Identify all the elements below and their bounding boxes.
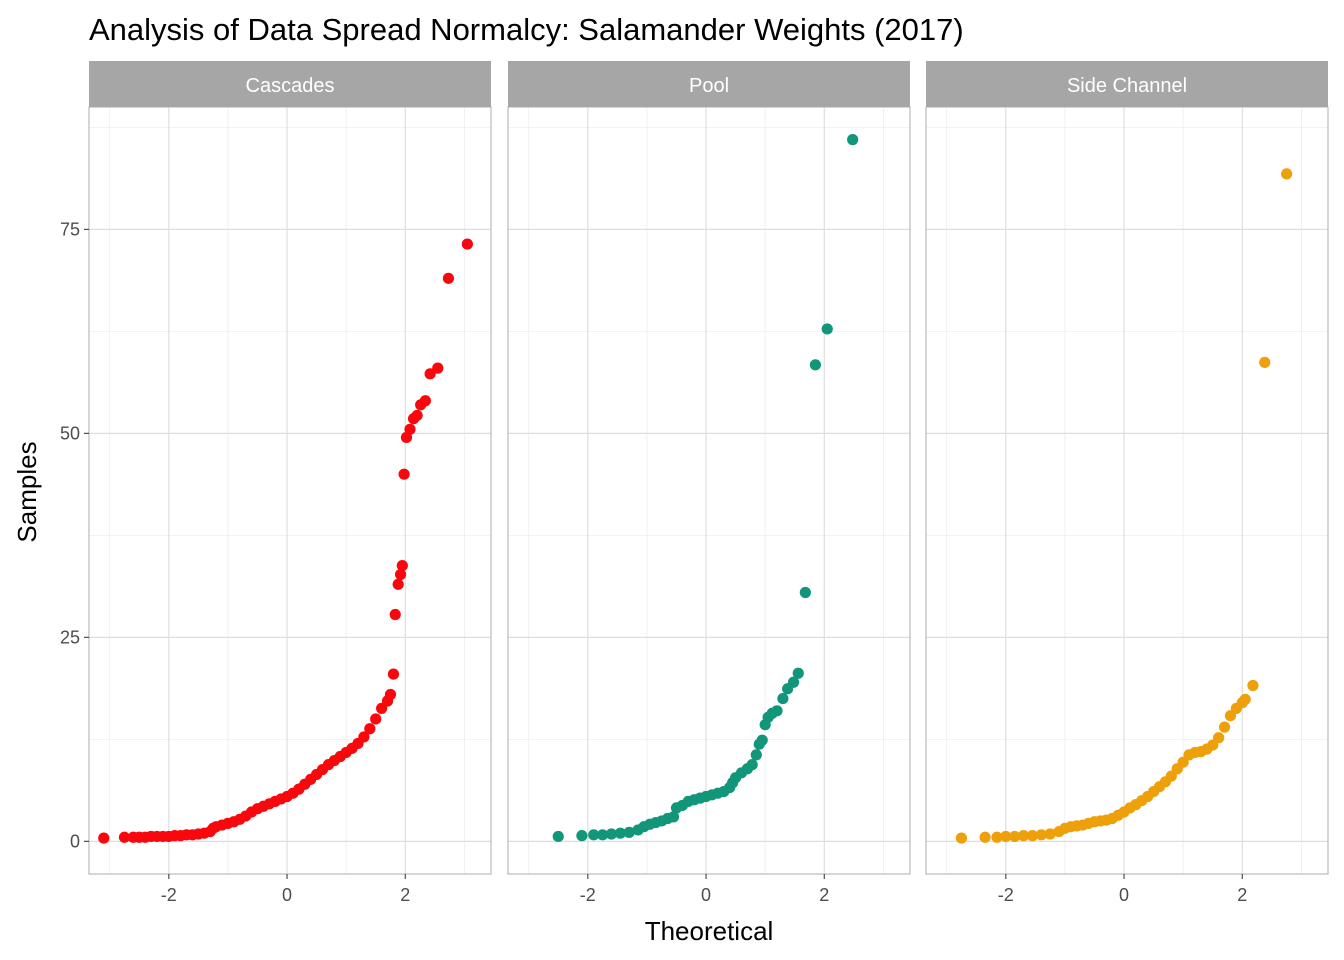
data-point — [419, 395, 431, 407]
data-point — [1239, 693, 1251, 705]
data-point — [799, 586, 811, 599]
x-tick-label: -2 — [998, 885, 1014, 905]
data-point — [1247, 679, 1259, 692]
data-point — [576, 830, 588, 842]
x-tick-label: 2 — [400, 885, 410, 905]
data-point — [847, 134, 859, 146]
y-tick-label: 0 — [70, 831, 80, 851]
facet-panels: Cascades -2 0 2 Pool -2 0 2 Side Channel -2 0 2 — [88, 61, 1329, 905]
chart-title: Analysis of Data Spread Normalcy: Salama… — [89, 12, 964, 47]
data-point — [809, 359, 822, 371]
data-point — [1259, 356, 1271, 368]
data-point — [1281, 168, 1293, 180]
data-point — [387, 668, 400, 680]
panel-cascades: Cascades -2 0 2 — [88, 61, 492, 905]
y-tick-label: 25 — [60, 627, 80, 647]
data-point — [411, 409, 423, 422]
data-point — [370, 713, 382, 725]
data-point — [746, 759, 758, 771]
data-point — [756, 734, 768, 746]
y-axis-title: Samples — [12, 441, 42, 542]
data-point — [588, 829, 600, 841]
data-point — [461, 238, 473, 250]
x-tick-label: 0 — [1119, 885, 1129, 905]
data-point — [384, 688, 397, 701]
data-point — [424, 368, 436, 380]
data-point — [432, 362, 444, 374]
y-tick-label: 75 — [60, 219, 80, 239]
data-point — [1044, 828, 1056, 840]
data-point — [358, 731, 370, 743]
data-point — [667, 811, 680, 823]
data-point — [955, 832, 968, 844]
data-point — [364, 723, 376, 735]
data-point — [777, 692, 789, 705]
data-point — [389, 608, 401, 621]
panel-side-channel: Side Channel -2 0 2 — [925, 61, 1329, 905]
y-axis: 0 25 50 75 — [60, 219, 89, 851]
data-point — [787, 676, 800, 688]
data-point — [1213, 732, 1225, 744]
facet-strip — [508, 61, 910, 107]
data-point — [821, 323, 833, 335]
data-point — [771, 705, 783, 717]
x-tick-label: 0 — [282, 885, 292, 905]
y-tick-label: 50 — [60, 423, 80, 443]
data-point — [404, 423, 416, 435]
data-point — [394, 568, 407, 581]
panel-background — [89, 107, 491, 874]
x-tick-label: 2 — [1237, 885, 1247, 905]
data-point — [596, 829, 609, 841]
data-point — [792, 667, 804, 679]
data-point — [750, 749, 762, 761]
data-point — [552, 830, 564, 843]
data-point — [991, 831, 1003, 843]
x-tick-label: 2 — [819, 885, 829, 905]
facet-strip-label: Pool — [689, 75, 729, 97]
data-point — [1218, 721, 1231, 733]
x-tick-label: 0 — [701, 885, 711, 905]
data-point — [623, 826, 635, 838]
data-point — [1026, 830, 1039, 842]
data-point — [442, 272, 455, 284]
data-point — [605, 828, 618, 840]
facet-strip-label: Cascades — [246, 75, 335, 97]
data-point — [979, 831, 991, 843]
panel-background — [508, 107, 910, 874]
x-axis-title: Theoretical — [645, 916, 774, 946]
facet-strip — [89, 61, 491, 107]
panel-pool: Pool -2 0 2 — [507, 61, 911, 905]
data-point — [398, 468, 410, 480]
facet-strip — [926, 61, 1328, 107]
x-tick-label: -2 — [580, 885, 596, 905]
x-tick-label: -2 — [161, 885, 177, 905]
data-point — [396, 559, 408, 572]
data-point — [98, 832, 110, 844]
data-point — [614, 827, 626, 839]
panel-background — [926, 107, 1328, 874]
data-point — [1000, 830, 1012, 843]
data-point — [118, 831, 131, 843]
data-point — [1017, 830, 1030, 842]
data-point — [1009, 830, 1021, 843]
data-point — [1035, 829, 1047, 841]
data-point — [392, 578, 404, 590]
facet-strip-label: Side Channel — [1067, 75, 1187, 97]
